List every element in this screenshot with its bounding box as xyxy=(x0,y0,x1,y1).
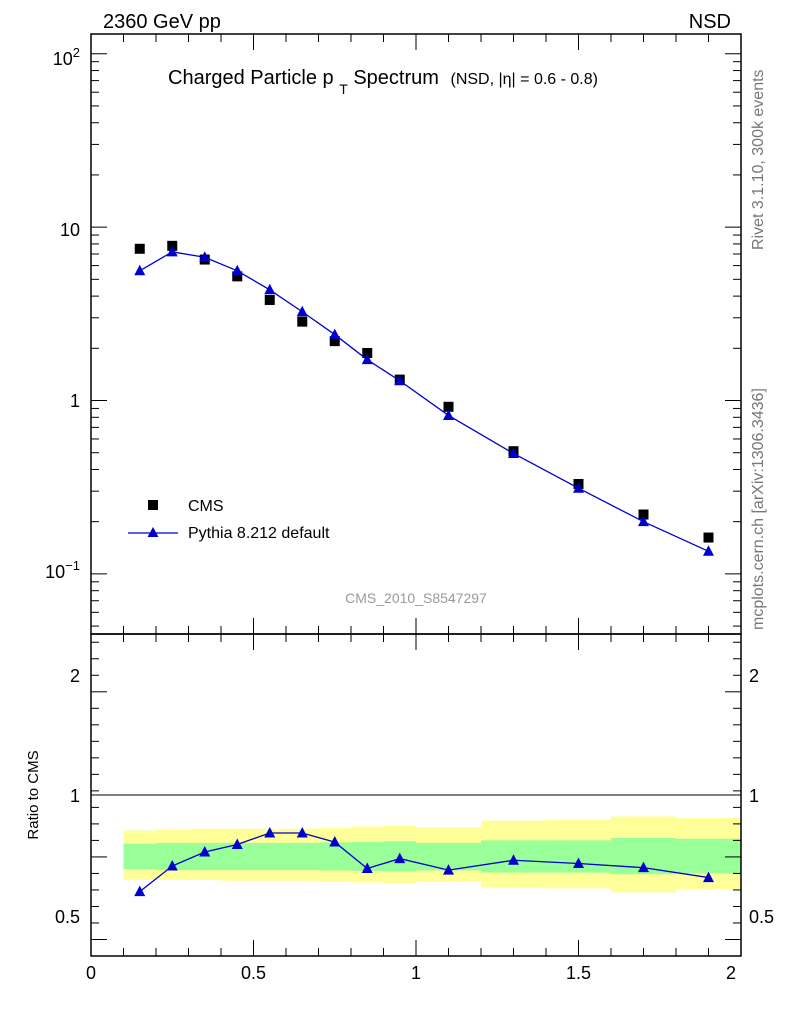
main-title-subscript: T xyxy=(339,81,348,97)
legend-pythia-marker xyxy=(147,527,159,537)
pythia-data-point xyxy=(231,264,243,276)
uncertainty-band-inner xyxy=(123,843,156,870)
ratio-y-tick-label-1-right: 1 xyxy=(749,786,759,806)
cms-data-point xyxy=(232,271,243,282)
uncertainty-band-inner xyxy=(286,842,319,871)
main-panel: Charged Particle p T Spectrum (NSD, |η| … xyxy=(45,33,742,635)
ratio-data-point xyxy=(394,852,406,864)
pythia-data-point xyxy=(296,305,308,317)
rivet-version-label: Rivet 3.1.10, 300k events xyxy=(750,69,767,250)
pythia-data-point xyxy=(361,353,373,365)
legend-cms-marker xyxy=(148,500,158,510)
cms-data-point xyxy=(362,347,373,358)
cms-data-point xyxy=(638,509,649,520)
pythia-data-point xyxy=(134,264,146,276)
cms-data-point xyxy=(167,240,178,251)
main-title-text: Charged Particle p xyxy=(168,67,334,89)
pythia-data-point xyxy=(264,283,276,295)
ratio-bands-layer xyxy=(123,816,741,893)
ratio-y-tick-label-05-left: 0.5 xyxy=(55,907,80,927)
x-tick-label-0: 0 xyxy=(86,963,96,983)
uncertainty-band-inner xyxy=(318,842,351,871)
ratio-data-point xyxy=(573,857,584,869)
main-ticks-layer xyxy=(90,34,742,634)
pythia-data-point xyxy=(329,328,341,340)
ratio-data-point xyxy=(166,860,178,871)
x-tick-label-2: 2 xyxy=(726,963,736,983)
ratio-data-point xyxy=(329,836,341,847)
ratio-marks-layer xyxy=(134,826,714,897)
pythia-data-point xyxy=(573,482,584,493)
legend-cms-label: CMS xyxy=(188,498,224,515)
ratio-data-point xyxy=(703,871,714,883)
ratio-ticks-layer xyxy=(90,634,742,957)
cms-data-point xyxy=(134,243,145,254)
pythia-data-point xyxy=(443,409,454,420)
pythia-line xyxy=(139,251,709,552)
x-tick-label-05: 0.5 xyxy=(241,963,266,983)
ratio-y-tick-label-2-left: 2 xyxy=(70,666,80,686)
cms-data-point xyxy=(329,336,340,347)
analysis-label: CMS_2010_S8547297 xyxy=(345,590,487,606)
ratio-data-point xyxy=(199,845,211,857)
ratio-data-point xyxy=(134,885,146,897)
ratio-data-point xyxy=(638,861,649,873)
main-marks-layer xyxy=(134,240,714,556)
ratio-data-point xyxy=(361,862,373,873)
pythia-data-point xyxy=(703,545,714,556)
y-tick-label-10: 10 xyxy=(60,220,80,240)
ratio-data-point xyxy=(296,826,308,838)
y-tick-label-1e-1: 10−1 xyxy=(45,558,80,582)
y-tick-label-1e2: 102 xyxy=(53,45,80,69)
main-title-extra: (NSD, |η| = 0.6 - 0.8) xyxy=(451,71,598,88)
cms-data-point xyxy=(264,294,275,305)
y-tick-label-1: 1 xyxy=(70,391,80,411)
pythia-data-point xyxy=(508,447,519,458)
legend: CMS Pythia 8.212 default xyxy=(128,498,330,542)
ratio-data-point xyxy=(264,826,276,838)
ratio-data-point xyxy=(508,854,519,865)
ratio-panel: 2 1 0.5 2 1 0.5 Ratio to CMS 0 0.5 1 1.5… xyxy=(25,633,774,983)
ratio-data-point xyxy=(231,838,243,850)
uncertainty-band-inner xyxy=(253,842,286,871)
cms-data-point xyxy=(703,532,714,543)
x-tick-label-15: 1.5 xyxy=(566,963,591,983)
energy-label: 2360 GeV pp xyxy=(103,11,221,33)
pythia-data-point xyxy=(199,251,211,262)
pythia-data-point xyxy=(394,374,406,386)
ratio-data-point xyxy=(443,864,454,875)
process-label: NSD xyxy=(689,11,731,33)
cms-data-point xyxy=(297,316,308,327)
main-panel-frame xyxy=(90,33,742,635)
ratio-y-tick-label-1-left: 1 xyxy=(70,786,80,806)
ratio-y-tick-label-2-right: 2 xyxy=(749,666,759,686)
legend-pythia-label: Pythia 8.212 default xyxy=(188,525,330,542)
x-tick-label-1: 1 xyxy=(411,963,421,983)
ratio-line xyxy=(139,832,709,893)
ratio-y-axis-label: Ratio to CMS xyxy=(25,750,42,839)
main-title-tail: Spectrum xyxy=(353,67,439,89)
uncertainty-band-inner xyxy=(676,838,741,874)
mcplots-label: mcplots.cern.ch [arXiv:1306.3436] xyxy=(750,388,767,630)
ratio-y-tick-label-05-right: 0.5 xyxy=(749,907,774,927)
pythia-data-point xyxy=(166,245,178,257)
cms-data-point xyxy=(443,401,454,412)
pythia-data-point xyxy=(638,515,649,527)
main-title: Charged Particle p T Spectrum (NSD, |η| … xyxy=(168,67,598,99)
